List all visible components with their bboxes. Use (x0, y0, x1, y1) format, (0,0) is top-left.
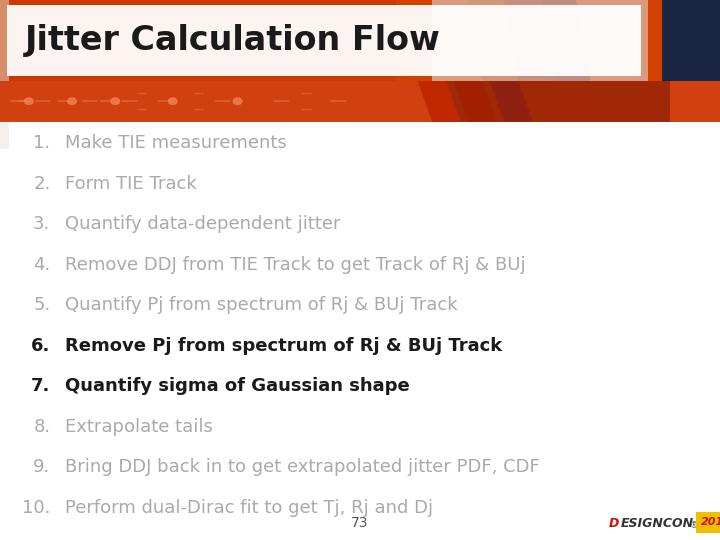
Circle shape (68, 98, 76, 105)
Circle shape (111, 98, 120, 105)
Text: ®: ® (690, 521, 698, 530)
Text: 1.: 1. (33, 134, 50, 152)
Text: Remove Pj from spectrum of Rj & BUj Track: Remove Pj from spectrum of Rj & BUj Trac… (65, 336, 502, 355)
Text: 2.: 2. (33, 174, 50, 193)
Text: D: D (608, 517, 618, 530)
FancyBboxPatch shape (0, 0, 9, 148)
Text: 10.: 10. (22, 498, 50, 517)
Text: 8.: 8. (33, 417, 50, 436)
Text: 6.: 6. (31, 336, 50, 355)
Text: Quantify sigma of Gaussian shape: Quantify sigma of Gaussian shape (65, 377, 410, 395)
Text: 5.: 5. (33, 296, 50, 314)
Polygon shape (468, 0, 526, 122)
Polygon shape (418, 81, 461, 122)
FancyBboxPatch shape (432, 0, 648, 117)
Polygon shape (540, 0, 598, 122)
Text: ESIGNCON: ESIGNCON (621, 517, 694, 530)
FancyBboxPatch shape (0, 0, 720, 122)
Text: Form TIE Track: Form TIE Track (65, 174, 197, 193)
Text: Jitter Calculation Flow: Jitter Calculation Flow (25, 24, 441, 57)
FancyBboxPatch shape (0, 0, 396, 122)
Text: 3.: 3. (33, 215, 50, 233)
Polygon shape (504, 0, 562, 122)
Circle shape (168, 98, 177, 105)
Circle shape (233, 98, 242, 105)
Circle shape (24, 98, 33, 105)
Text: 4.: 4. (33, 255, 50, 274)
FancyBboxPatch shape (0, 81, 720, 122)
Text: 9.: 9. (33, 458, 50, 476)
FancyBboxPatch shape (696, 512, 720, 533)
Text: 7.: 7. (31, 377, 50, 395)
Text: Make TIE measurements: Make TIE measurements (65, 134, 287, 152)
Polygon shape (490, 81, 533, 122)
Text: Bring DDJ back in to get extrapolated jitter PDF, CDF: Bring DDJ back in to get extrapolated ji… (65, 458, 539, 476)
Text: Remove DDJ from TIE Track to get Track of Rj & BUj: Remove DDJ from TIE Track to get Track o… (65, 255, 526, 274)
Text: 2014: 2014 (701, 517, 720, 528)
FancyBboxPatch shape (7, 5, 641, 76)
Text: Quantify Pj from spectrum of Rj & BUj Track: Quantify Pj from spectrum of Rj & BUj Tr… (65, 296, 457, 314)
Text: Extrapolate tails: Extrapolate tails (65, 417, 212, 436)
Text: 73: 73 (351, 516, 369, 530)
FancyBboxPatch shape (662, 0, 720, 122)
Text: Perform dual-Dirac fit to get Tj, Rj and Dj: Perform dual-Dirac fit to get Tj, Rj and… (65, 498, 433, 517)
Text: Quantify data-dependent jitter: Quantify data-dependent jitter (65, 215, 341, 233)
Polygon shape (454, 81, 497, 122)
FancyBboxPatch shape (432, 81, 670, 122)
